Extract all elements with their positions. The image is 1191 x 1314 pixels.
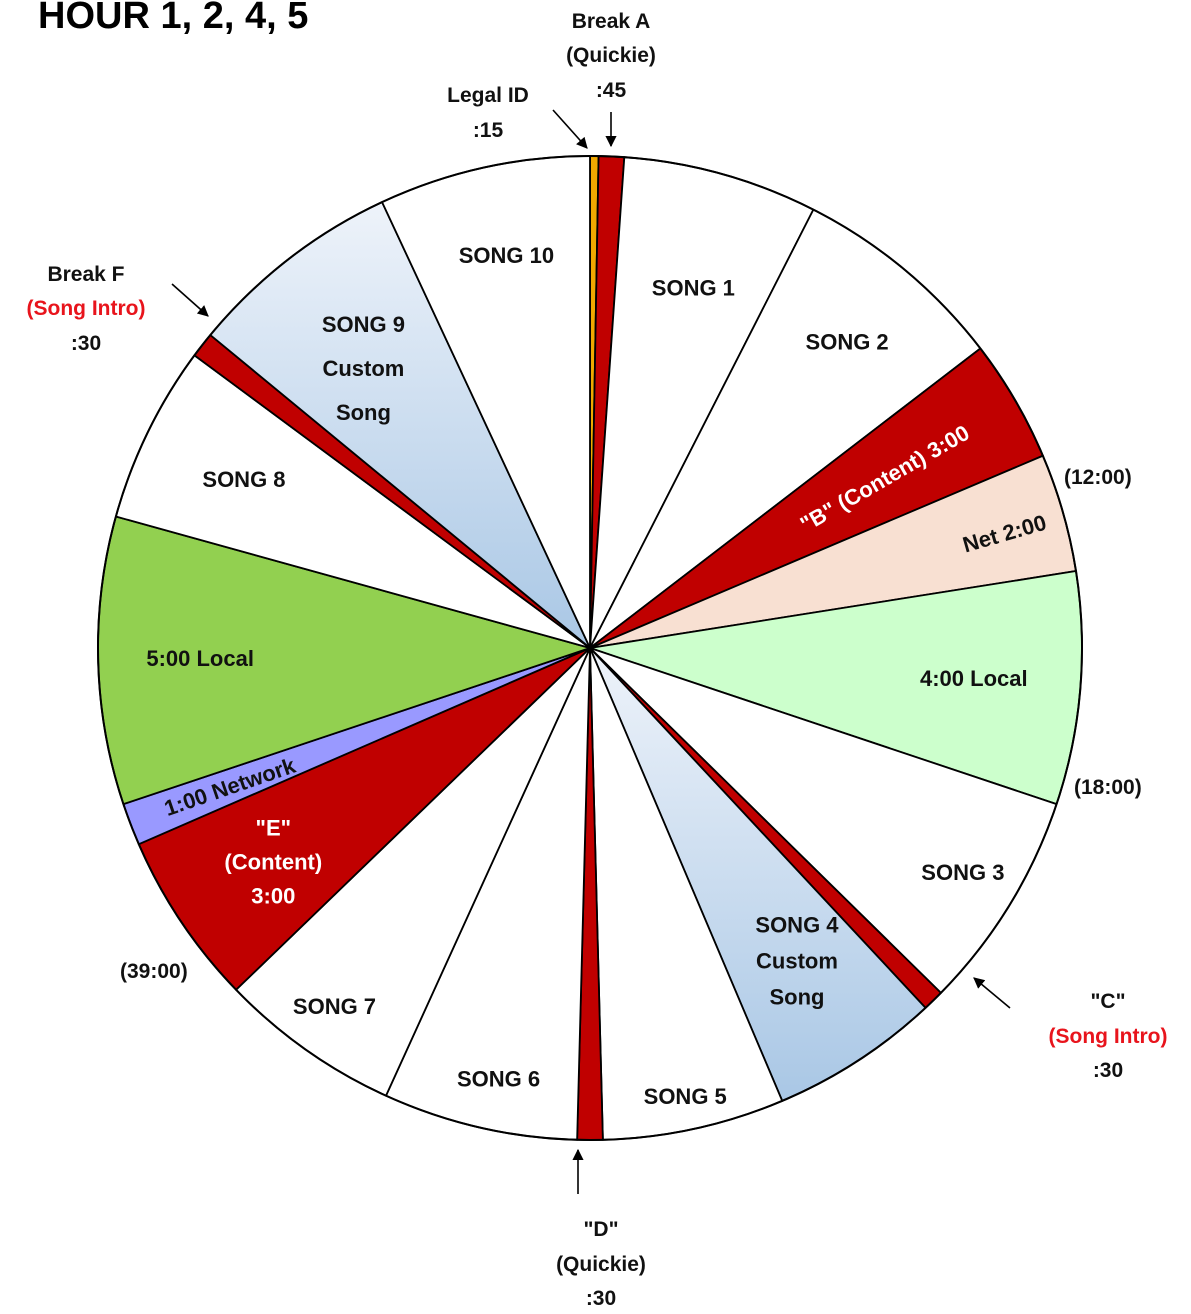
callout-break-a-type: (Quickie) <box>566 44 656 67</box>
wedge-label-song-7: SONG 7 <box>293 994 376 1019</box>
callout-break-d-type: (Quickie) <box>556 1253 646 1276</box>
wedge-label-line: SONG 9 <box>322 312 405 337</box>
callout-break-d-duration: :30 <box>586 1287 616 1310</box>
callout-break-f-type: (Song Intro) <box>27 297 146 320</box>
wedge-label-line: SONG 10 <box>459 243 554 268</box>
wedge-label-line: 4:00 Local <box>920 666 1028 691</box>
wedge-label-line: SONG 8 <box>202 467 285 492</box>
wedge-label-line: Song <box>769 985 824 1010</box>
callout-break-c-arrow <box>973 977 1011 1009</box>
wedge-label-line: SONG 6 <box>457 1066 540 1091</box>
wedge-label-line: Song <box>336 400 391 425</box>
wedge-label-line: "E" <box>256 816 292 841</box>
wedge-label-line: SONG 1 <box>652 276 735 301</box>
wedge-label-song-10: SONG 10 <box>459 243 554 268</box>
wedge-label-local-5: 5:00 Local <box>146 646 254 671</box>
callout-break-c: "C" (Song Intro) :30 <box>973 977 1168 1082</box>
callout-break-f: Break F (Song Intro) :30 <box>27 263 209 355</box>
callout-break-a-title: Break A <box>572 10 651 33</box>
callout-break-c-title: "C" <box>1090 990 1125 1013</box>
wedge-label-line: (Content) <box>224 850 322 875</box>
callout-legal-id-title: Legal ID <box>447 84 529 107</box>
clock-wedges <box>97 155 1083 1141</box>
time-marker-12: (12:00) <box>1064 466 1132 489</box>
clock-outline <box>97 155 1083 1141</box>
wedge-label-song-2: SONG 2 <box>806 330 889 355</box>
callout-break-d-title: "D" <box>583 1218 618 1241</box>
callout-break-a: Break A (Quickie) :45 <box>566 10 656 148</box>
callout-legal-id: Legal ID :15 <box>447 84 588 149</box>
wedge-label-line: SONG 4 <box>755 913 839 938</box>
wedge-label-song-8: SONG 8 <box>202 467 285 492</box>
wedge-label-break-e: "E" (Content) 3:00 <box>224 816 322 909</box>
callout-legal-id-duration: :15 <box>473 119 504 142</box>
callout-legal-id-arrow <box>552 109 588 149</box>
callout-break-a-duration: :45 <box>596 79 627 102</box>
wedge-label-line: Custom <box>756 949 838 974</box>
wedge-label-line: SONG 2 <box>806 330 889 355</box>
wedge-label-local-4: 4:00 Local <box>920 666 1028 691</box>
callout-break-c-duration: :30 <box>1093 1059 1123 1082</box>
wedge-label-line: Custom <box>322 356 404 381</box>
time-marker-18: (18:00) <box>1074 776 1142 799</box>
time-marker-39: (39:00) <box>120 960 188 983</box>
wedge-label-song-5: SONG 5 <box>644 1084 727 1109</box>
callout-break-f-title: Break F <box>47 263 124 286</box>
wedge-label-line: SONG 3 <box>921 860 1004 885</box>
callout-break-d: "D" (Quickie) :30 <box>556 1148 646 1310</box>
wedge-label-line: 3:00 <box>251 884 295 909</box>
wedge-label-song-9: SONG 9 Custom Song <box>322 312 405 425</box>
wedge-label-line: SONG 5 <box>644 1084 727 1109</box>
wedge-label-line: SONG 7 <box>293 994 376 1019</box>
callout-break-f-arrow <box>171 283 209 317</box>
callout-break-c-type: (Song Intro) <box>1049 1025 1168 1048</box>
callout-break-f-duration: :30 <box>71 332 101 355</box>
wedge-label-song-1: SONG 1 <box>652 276 735 301</box>
wedge-label-song-3: SONG 3 <box>921 860 1004 885</box>
page-title: HOUR 1, 2, 4, 5 <box>38 0 308 37</box>
wedge-label-song-6: SONG 6 <box>457 1066 540 1091</box>
wedge-label-song-4: SONG 4 Custom Song <box>755 913 839 1010</box>
wedge-label-line: 5:00 Local <box>146 646 254 671</box>
